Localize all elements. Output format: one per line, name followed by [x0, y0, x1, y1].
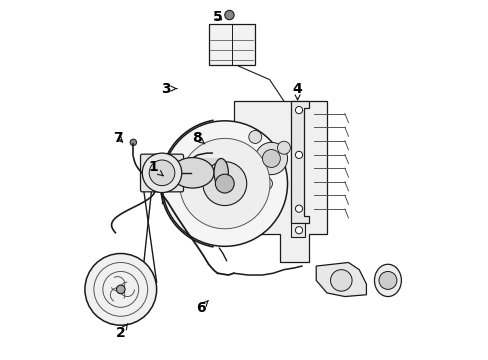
Circle shape: [179, 138, 269, 229]
Circle shape: [378, 271, 396, 289]
Circle shape: [295, 205, 302, 212]
Circle shape: [116, 285, 125, 294]
Circle shape: [248, 131, 261, 143]
Circle shape: [85, 253, 156, 325]
Circle shape: [130, 139, 136, 145]
Bar: [192, 158, 221, 187]
Circle shape: [215, 174, 234, 193]
Circle shape: [262, 149, 280, 167]
Text: 1: 1: [148, 161, 163, 176]
Ellipse shape: [171, 158, 214, 188]
Circle shape: [224, 10, 234, 20]
Ellipse shape: [214, 158, 228, 187]
Circle shape: [330, 270, 351, 291]
Text: 3: 3: [161, 82, 176, 95]
Polygon shape: [290, 223, 305, 237]
Circle shape: [295, 107, 302, 114]
Bar: [208, 24, 255, 65]
Circle shape: [295, 226, 302, 234]
Text: 6: 6: [196, 300, 208, 315]
Text: 4: 4: [292, 82, 302, 100]
Circle shape: [259, 177, 272, 190]
Circle shape: [149, 160, 175, 186]
Circle shape: [142, 153, 182, 193]
Circle shape: [162, 121, 287, 246]
Ellipse shape: [374, 264, 401, 297]
Polygon shape: [316, 262, 366, 297]
Text: 8: 8: [192, 131, 204, 145]
Circle shape: [203, 162, 246, 206]
FancyBboxPatch shape: [140, 154, 183, 192]
Text: 7: 7: [113, 131, 123, 145]
Circle shape: [255, 142, 287, 175]
Polygon shape: [233, 101, 326, 262]
Circle shape: [277, 141, 290, 154]
Circle shape: [295, 151, 302, 158]
Text: 5: 5: [212, 10, 222, 24]
Polygon shape: [290, 101, 308, 223]
Text: 2: 2: [116, 324, 127, 341]
